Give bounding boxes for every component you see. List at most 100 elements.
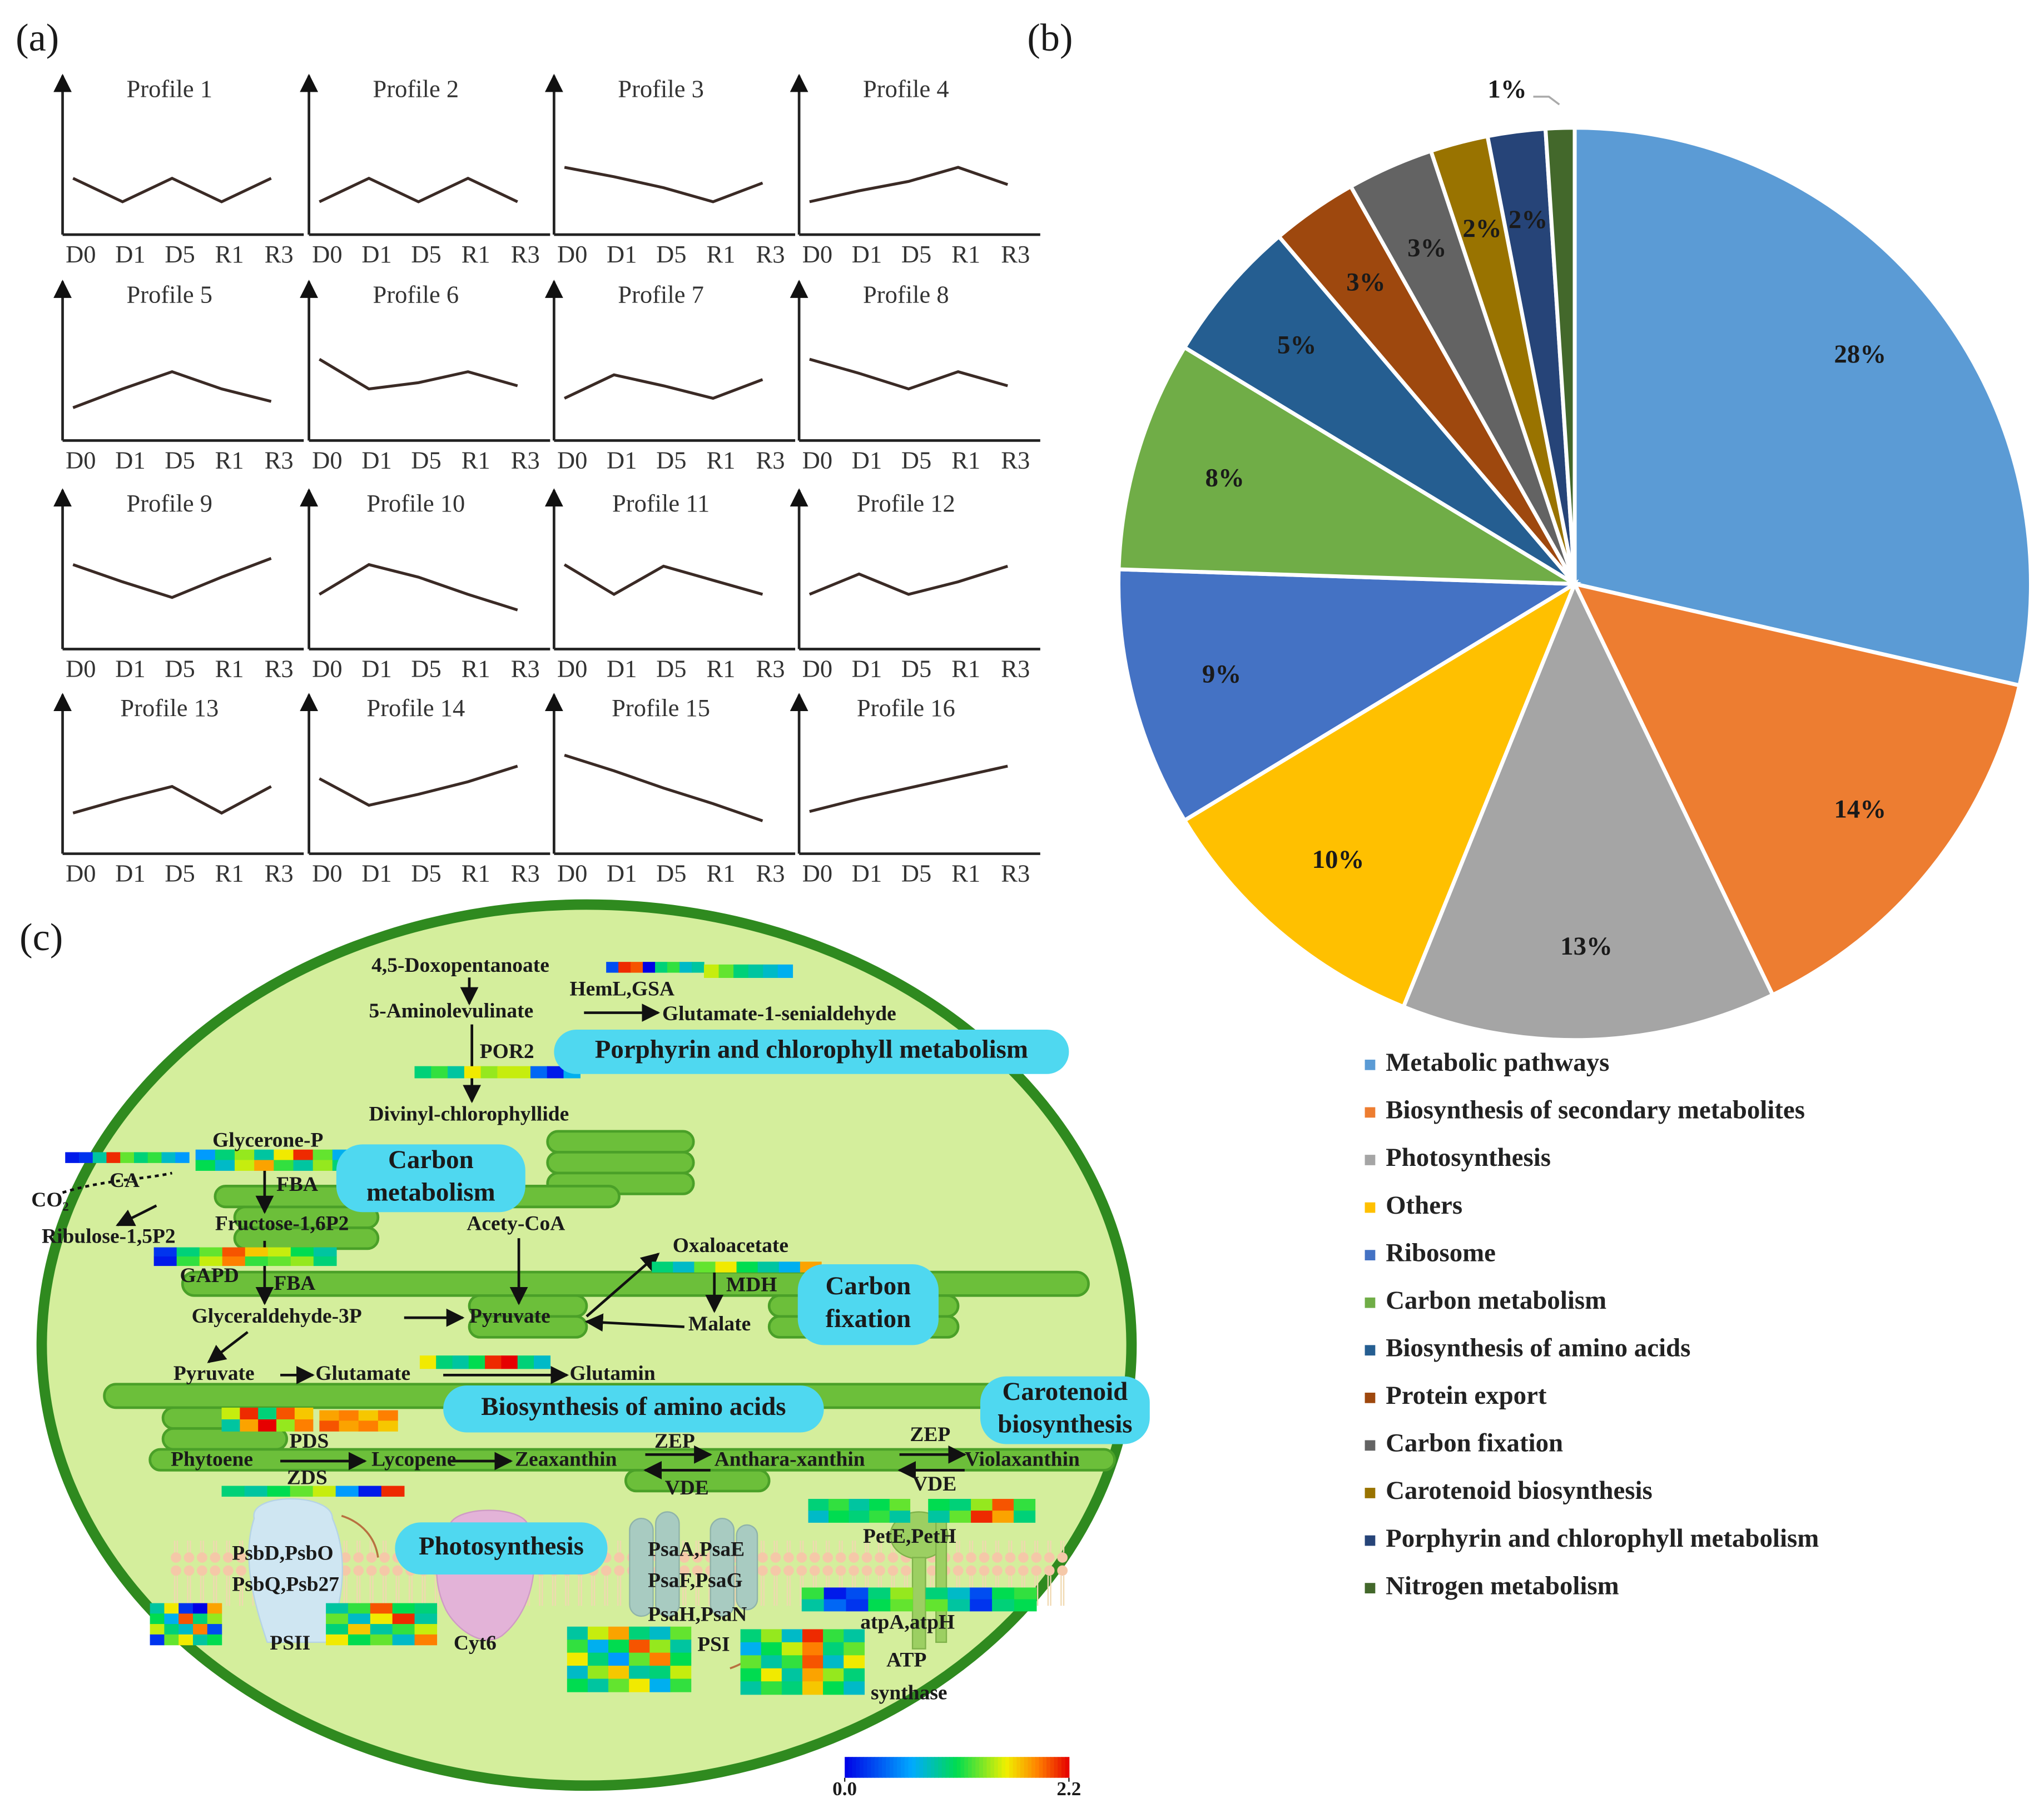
- heatmap-cell: [150, 1613, 165, 1625]
- heatmap-cell: [801, 1587, 825, 1600]
- x-tick-label: R1: [706, 860, 735, 887]
- heatmap-cell: [703, 964, 720, 978]
- colorbar-step: [852, 1757, 857, 1778]
- heatmap-cell: [485, 1355, 502, 1369]
- colorbar-step: [927, 1757, 931, 1778]
- pathway-label: VDE: [665, 1477, 709, 1499]
- heatmap-cell: [608, 1666, 629, 1680]
- colorbar-step: [1016, 1757, 1021, 1778]
- heatmap-cell: [673, 1261, 695, 1273]
- x-tick-label: D5: [165, 446, 195, 474]
- colorbar-step: [874, 1757, 879, 1778]
- heatmap-cell: [254, 1160, 275, 1171]
- pathway-label: Phytoene: [171, 1448, 253, 1471]
- legend-swatch: [1365, 1488, 1376, 1498]
- heatmap-cell: [761, 1642, 782, 1656]
- x-tick-label: R1: [951, 240, 980, 268]
- pie-slice: [1182, 579, 1579, 1010]
- x-tick-label: D1: [607, 655, 637, 683]
- panel-label: (c): [19, 916, 63, 959]
- profile-line: [564, 166, 763, 203]
- x-tick-label: R3: [265, 655, 294, 683]
- x-tick-label: R3: [756, 860, 785, 887]
- heatmap-cell: [629, 1640, 650, 1653]
- heatmap-cell: [928, 1499, 950, 1511]
- heatmap-cell: [176, 1256, 200, 1266]
- heatmap-cell: [199, 1256, 223, 1266]
- heatmap-cell: [992, 1599, 1015, 1612]
- heatmap-cell: [992, 1499, 1014, 1511]
- pathway-label: POR2: [480, 1040, 534, 1063]
- heatmap-cell: [293, 1160, 314, 1171]
- profile-line: [319, 764, 518, 807]
- heatmap-cell: [392, 1603, 415, 1615]
- heatmap-cell: [319, 1410, 340, 1422]
- heatmap-cell: [667, 962, 680, 973]
- colorbar-step: [912, 1757, 916, 1778]
- heatmap-cell: [802, 1668, 823, 1682]
- colorbar-step: [848, 1757, 853, 1778]
- heatmap-cell: [629, 1678, 650, 1692]
- x-tick-label: D5: [411, 240, 441, 268]
- heatmap-cell: [378, 1410, 398, 1422]
- heatmap-cell: [164, 1613, 179, 1625]
- leader-line: [1533, 96, 1560, 106]
- legend-swatch: [1365, 1392, 1376, 1403]
- x-tick-label: R1: [951, 446, 980, 474]
- heatmap-cell: [802, 1629, 823, 1643]
- pathway-label: synthase: [871, 1681, 947, 1704]
- profile-title: Profile 11: [612, 489, 710, 517]
- colorbar-step: [919, 1757, 924, 1778]
- pathway-box-label: Carbon: [388, 1145, 474, 1174]
- profile-line: [72, 557, 272, 599]
- profile-title: Profile 10: [366, 489, 465, 517]
- heatmap-cell: [358, 1486, 382, 1497]
- heatmap-cell: [947, 1599, 970, 1612]
- pathway-box: [797, 1264, 939, 1345]
- x-tick-label: D5: [656, 655, 686, 683]
- heatmap-cell: [175, 1152, 190, 1163]
- heatmap-cell: [1014, 1587, 1037, 1600]
- heatmap-cell: [889, 1511, 911, 1523]
- data-label: 8%: [1205, 463, 1244, 492]
- x-tick-label: R3: [511, 446, 540, 474]
- heatmap-cell: [801, 1599, 825, 1612]
- x-tick-label: D1: [852, 446, 882, 474]
- heatmap-cell: [195, 1160, 216, 1171]
- pathway-box-label: Carbon: [826, 1271, 911, 1300]
- heatmap-cell: [195, 1149, 216, 1161]
- legend-swatch: [1365, 1250, 1376, 1260]
- heatmap-cell: [844, 1681, 865, 1695]
- heatmap-cell: [468, 1355, 485, 1369]
- heatmap-cell: [823, 1629, 844, 1643]
- profile-line: [72, 370, 272, 409]
- pathway-label: Zeaxanthin: [515, 1448, 617, 1471]
- x-tick-label: D1: [607, 240, 637, 268]
- colorbar-step: [1009, 1757, 1014, 1778]
- heatmap-cell: [207, 1634, 222, 1646]
- heatmap-cell: [392, 1634, 415, 1646]
- profile-title: Profile 1: [126, 74, 212, 102]
- heatmap-cell: [567, 1678, 588, 1692]
- heatmap-cell: [414, 1603, 438, 1615]
- pathway-box-label: metabolism: [366, 1178, 495, 1206]
- profile-line: [319, 176, 518, 203]
- pathway-label: MDH: [726, 1273, 777, 1296]
- data-label: 2%: [1462, 214, 1501, 243]
- heatmap-cell: [448, 1066, 465, 1079]
- heatmap-cell: [718, 964, 734, 978]
- heatmap-cell: [670, 1640, 692, 1653]
- heatmap-cell: [670, 1678, 692, 1692]
- heatmap-cell: [736, 1261, 758, 1273]
- x-tick-label: R3: [511, 655, 540, 683]
- heatmap-cell: [517, 1355, 534, 1369]
- heatmap-cell: [267, 1247, 291, 1257]
- profile-line: [809, 764, 1008, 813]
- profile-title: Profile 12: [857, 489, 955, 517]
- heatmap-cell: [928, 1511, 950, 1523]
- heatmap-cell: [846, 1587, 869, 1600]
- heatmap-cell: [431, 1066, 448, 1079]
- heatmap-cell: [258, 1419, 277, 1432]
- heatmap-cell: [631, 962, 643, 973]
